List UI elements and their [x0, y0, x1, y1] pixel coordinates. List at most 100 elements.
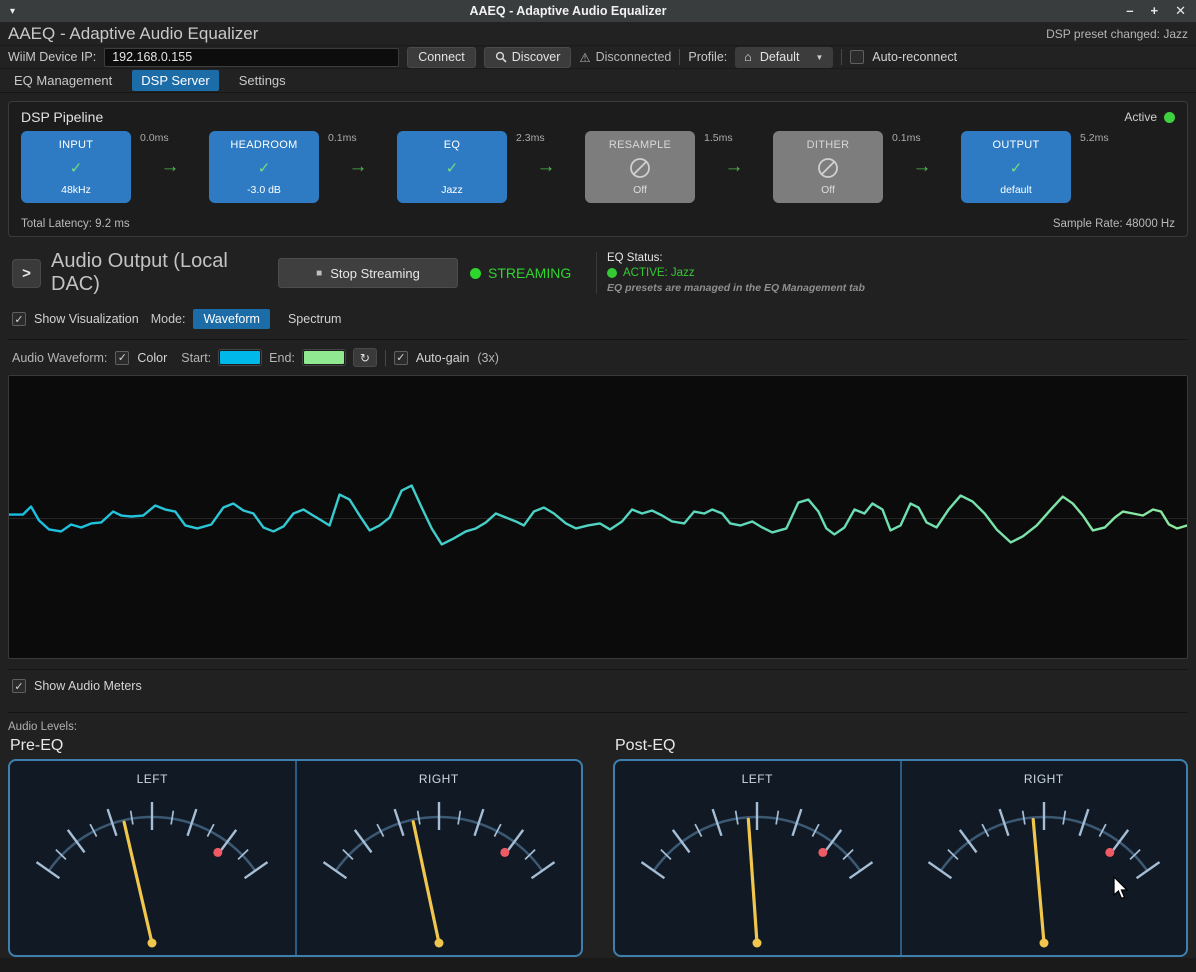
check-icon: ✓ — [1010, 159, 1023, 177]
audio-output-title: Audio Output (Local DAC) — [51, 250, 266, 296]
vu-meter — [902, 788, 1186, 956]
mode-label: Mode: — [151, 312, 186, 326]
pipeline-active-indicator: Active — [1124, 110, 1175, 124]
post-eq-meter-box: LEFT RIGHT — [613, 759, 1188, 957]
home-icon: ⌂ — [744, 50, 752, 64]
arrow-right-icon: → — [161, 156, 180, 178]
stage-output: OUTPUT ✓ default — [961, 131, 1071, 203]
auto-reconnect-checkbox[interactable] — [850, 50, 864, 64]
post-eq-right-meter: RIGHT — [902, 761, 1187, 955]
separator — [841, 49, 842, 65]
audio-output-header: > Audio Output (Local DAC) ■ Stop Stream… — [8, 250, 1188, 296]
show-audio-meters-checkbox[interactable] — [12, 679, 26, 693]
arrow-right-icon: → — [913, 156, 932, 178]
maximize-button[interactable]: + — [1151, 3, 1159, 19]
visualization-row: Show Visualization Mode: Waveform Spectr… — [8, 309, 1188, 329]
stage-eq: EQ ✓ Jazz — [397, 131, 507, 203]
stage-headroom: HEADROOM ✓ -3.0 dB — [209, 131, 319, 203]
pipeline-stages: INPUT ✓ 48kHz 0.0ms→ HEADROOM ✓ -3.0 dB … — [21, 131, 1175, 203]
waveform-controls: Audio Waveform: Color Start: End: ↻ Auto… — [8, 340, 1188, 373]
vu-meter — [297, 788, 581, 956]
eq-status-note: EQ presets are managed in the EQ Managem… — [607, 282, 865, 294]
latency-label: 0.1ms — [892, 132, 921, 144]
show-audio-meters-label: Show Audio Meters — [34, 679, 142, 693]
stop-streaming-button[interactable]: ■ Stop Streaming — [278, 258, 458, 288]
stop-icon: ■ — [316, 268, 322, 279]
separator — [385, 350, 386, 366]
auto-reconnect-label: Auto-reconnect — [872, 50, 957, 64]
show-visualization-label: Show Visualization — [34, 312, 139, 326]
color-label: Color — [137, 351, 167, 365]
check-icon: ✓ — [258, 159, 271, 177]
ip-input[interactable] — [104, 48, 399, 67]
pre-eq-title: Pre-EQ — [10, 737, 583, 755]
latency-label: 0.0ms — [140, 132, 169, 144]
waveform-svg — [9, 376, 1187, 658]
titlebar: ▾ AAEQ - Adaptive Audio Equalizer – + ✕ — [0, 0, 1196, 22]
disabled-icon — [817, 157, 839, 179]
window-title: AAEQ - Adaptive Audio Equalizer — [40, 4, 1096, 18]
tab-settings[interactable]: Settings — [233, 70, 292, 91]
post-eq-title: Post-EQ — [615, 737, 1188, 755]
pre-eq-left-meter: LEFT — [10, 761, 295, 955]
post-eq-left-meter: LEFT — [615, 761, 900, 955]
mouse-cursor — [1113, 876, 1130, 900]
show-visualization-checkbox[interactable] — [12, 312, 26, 326]
auto-gain-label: Auto-gain — [416, 351, 470, 365]
pipeline-title: DSP Pipeline — [21, 109, 103, 125]
pre-eq-meter-box: LEFT RIGHT — [8, 759, 583, 957]
audio-meters-toggle-row: Show Audio Meters — [8, 670, 1188, 702]
pre-eq-right-meter: RIGHT — [297, 761, 582, 955]
discover-button[interactable]: Discover — [484, 47, 572, 68]
end-color-swatch[interactable] — [303, 350, 345, 365]
latency-label: 0.1ms — [328, 132, 357, 144]
minimize-button[interactable]: – — [1126, 3, 1133, 19]
connection-status: ⚠ Disconnected — [579, 50, 671, 65]
color-checkbox[interactable] — [115, 351, 129, 365]
eq-active-dot — [607, 268, 617, 278]
waveform-path — [9, 486, 1187, 545]
mode-spectrum[interactable]: Spectrum — [278, 309, 352, 329]
profile-dropdown[interactable]: ⌂ Default ▼ — [735, 47, 833, 68]
app-header: AAEQ - Adaptive Audio Equalizer DSP pres… — [0, 22, 1196, 46]
connect-button[interactable]: Connect — [407, 47, 476, 68]
latency-label: 5.2ms — [1080, 132, 1109, 144]
eq-status-block: EQ Status: ACTIVE: Jazz EQ presets are m… — [596, 252, 865, 294]
vu-meter — [615, 788, 899, 956]
check-icon: ✓ — [446, 159, 459, 177]
page-title: AAEQ - Adaptive Audio Equalizer — [8, 24, 258, 44]
stage-input: INPUT ✓ 48kHz — [21, 131, 131, 203]
window-menu-icon[interactable]: ▾ — [10, 6, 40, 17]
waveform-display — [8, 375, 1188, 659]
tab-eq-management[interactable]: EQ Management — [8, 70, 118, 91]
tab-dsp-server[interactable]: DSP Server — [132, 70, 218, 91]
dsp-pipeline-panel: DSP Pipeline Active INPUT ✓ 48kHz 0.0ms →… — [8, 101, 1188, 237]
sample-rate: Sample Rate: 48000 Hz — [1053, 218, 1175, 230]
stage-dither: DITHER Off — [773, 131, 883, 203]
waveform-label: Audio Waveform: — [12, 351, 107, 365]
reset-colors-button[interactable]: ↻ — [353, 348, 377, 367]
dsp-preset-notice: DSP preset changed: Jazz — [1046, 27, 1188, 41]
eq-status-value: ACTIVE: Jazz — [607, 267, 865, 279]
check-icon: ✓ — [70, 159, 83, 177]
gain-value: (3x) — [477, 351, 499, 365]
disabled-icon — [629, 157, 651, 179]
streaming-status: STREAMING — [470, 265, 590, 281]
close-button[interactable]: ✕ — [1175, 3, 1186, 19]
eq-status-label: EQ Status: — [607, 252, 865, 264]
footer-strip — [0, 958, 1196, 972]
vu-meter — [10, 788, 294, 956]
arrow-right-icon: → — [349, 156, 368, 178]
collapse-toggle-button[interactable]: > — [12, 259, 41, 288]
active-dot — [1164, 112, 1175, 123]
chevron-down-icon: ▼ — [815, 53, 823, 62]
start-color-swatch[interactable] — [219, 350, 261, 365]
connection-bar: WiiM Device IP: Connect Discover ⚠ Disco… — [0, 46, 1196, 69]
arrow-right-icon: → — [537, 156, 556, 178]
auto-gain-checkbox[interactable] — [394, 351, 408, 365]
total-latency: Total Latency: 9.2 ms — [21, 218, 130, 230]
arrow-right-icon: → — [725, 156, 744, 178]
mode-waveform[interactable]: Waveform — [193, 309, 270, 329]
main-tabs: EQ Management DSP Server Settings — [0, 69, 1196, 93]
ip-label: WiiM Device IP: — [8, 50, 96, 64]
